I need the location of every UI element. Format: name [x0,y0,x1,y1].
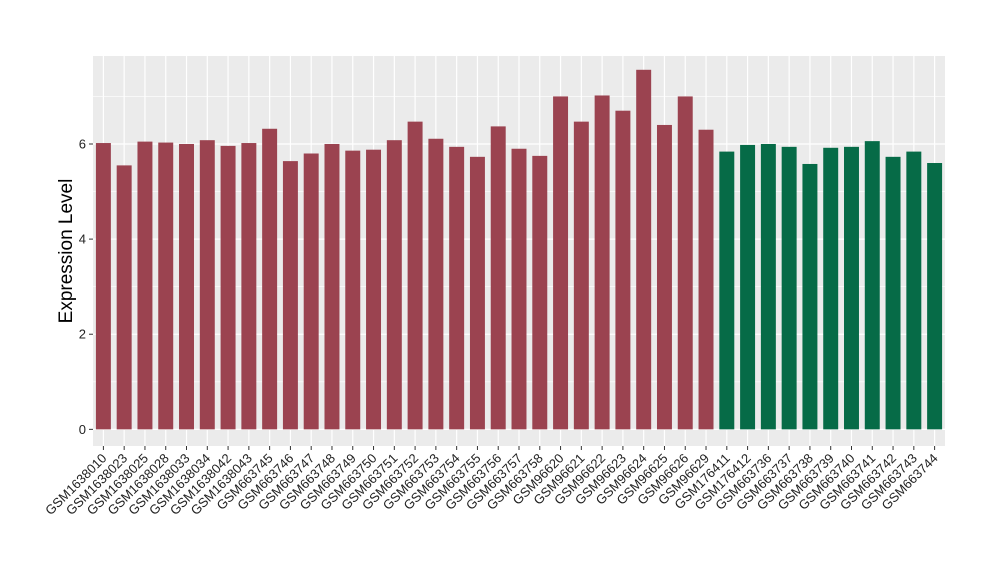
bar-GSM1638028 [158,142,174,430]
bar-GSM663755 [469,156,485,430]
bar-GSM663740 [844,146,859,430]
bar-GSM1638033 [179,143,194,430]
bar-GSM663746 [282,161,298,430]
bar-GSM663742 [885,156,901,430]
bar-GSM96620 [553,96,569,430]
bar-GSM663750 [366,149,382,430]
y-tick-label: 2 [79,327,86,342]
bar-GSM1638010 [95,143,111,430]
bar-GSM96626 [677,96,693,430]
bar-GSM663754 [449,146,465,430]
bar-GSM96624 [636,69,652,430]
bar-GSM663744 [927,163,943,430]
bar-GSM96623 [615,110,631,430]
bar-GSM663749 [345,150,361,430]
bar-GSM663741 [864,141,880,430]
bar-GSM663747 [303,153,319,430]
bar-GSM1638043 [241,143,257,430]
y-tick-label: 4 [79,232,86,247]
bar-GSM663758 [532,155,548,430]
bar-GSM96625 [656,124,672,430]
bar-GSM663737 [781,146,797,430]
bar-GSM663738 [802,163,818,430]
y-tick-label: 0 [79,422,86,437]
bar-GSM176412 [740,144,756,430]
bar-GSM1638042 [220,145,236,430]
bar-GSM663736 [760,143,776,430]
bar-GSM663752 [407,121,423,430]
bar-GSM1638023 [116,165,132,430]
y-axis-title: Expression Level [56,179,77,324]
bar-GSM663756 [490,126,506,430]
bar-GSM663739 [823,147,839,430]
bars-layer [95,69,943,430]
bar-GSM96629 [698,129,714,430]
bar-GSM663751 [386,140,402,430]
bar-GSM663743 [906,151,922,430]
x-axis: GSM1638010GSM1638023GSM1638025GSM1638028… [42,446,941,518]
bar-GSM663753 [428,138,444,430]
bar-GSM96622 [594,95,610,430]
bar-GSM1638025 [137,141,153,430]
bar-GSM663748 [324,143,340,430]
bar-GSM663745 [262,128,278,430]
bar-GSM96621 [573,121,589,430]
y-axis: 0 2 4 6 [79,136,93,437]
bar-GSM176411 [719,151,735,430]
bar-GSM663757 [511,148,527,430]
y-tick-label: 6 [79,136,86,151]
bar-GSM1638034 [199,140,215,430]
